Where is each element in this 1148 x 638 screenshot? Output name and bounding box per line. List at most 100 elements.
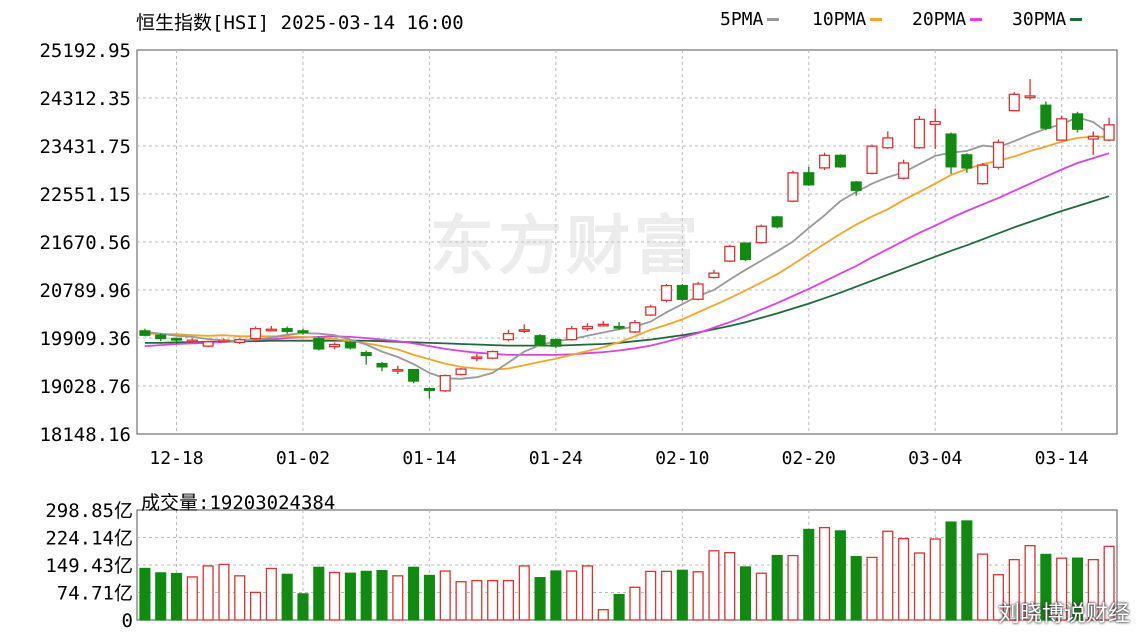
- legend-ma20-label: 20PMA: [912, 9, 967, 30]
- candle: [866, 144, 878, 175]
- ma30-line: [144, 195, 1110, 347]
- candle-body: [724, 245, 736, 262]
- volume-bar: [329, 571, 341, 621]
- x-tick-label: 02-20: [782, 448, 836, 469]
- candle-body: [708, 272, 720, 279]
- candle-body: [645, 306, 657, 316]
- candle: [819, 152, 831, 171]
- candle: [708, 269, 720, 279]
- x-tick-label: 01-02: [276, 448, 330, 469]
- volume-bar: [455, 581, 467, 621]
- candle-body: [1087, 135, 1099, 140]
- volume-bar: [850, 556, 862, 621]
- volume-bar: [265, 567, 277, 621]
- ma20-line: [144, 152, 1110, 356]
- candle-body: [534, 335, 546, 346]
- candle: [1087, 131, 1099, 155]
- volume-bar: [771, 554, 783, 621]
- volume-bar: [376, 570, 388, 621]
- candle: [724, 244, 736, 263]
- candle: [186, 338, 198, 343]
- volume-bar: [929, 538, 941, 621]
- candle: [1103, 117, 1115, 142]
- candle: [945, 132, 957, 174]
- candle: [376, 361, 388, 372]
- candle: [992, 139, 1005, 170]
- candle: [265, 325, 277, 332]
- candle-body: [1024, 95, 1036, 99]
- volume-bar: [1008, 558, 1020, 621]
- volume-bar: [724, 551, 736, 621]
- candle: [518, 324, 530, 334]
- candle-body: [392, 368, 404, 372]
- candle-body: [581, 325, 594, 330]
- candle-body: [739, 242, 752, 261]
- volume-bar: [1056, 557, 1068, 621]
- candle-body: [882, 137, 894, 149]
- volume-bar: [581, 565, 594, 621]
- legend-ma30: 30PMA: [1012, 9, 1083, 30]
- volume-bar: [281, 573, 293, 621]
- candle: [313, 336, 325, 351]
- y-tick-label: 18148.16: [39, 424, 131, 446]
- volume-bar: [913, 552, 925, 621]
- candle-body: [376, 362, 388, 368]
- volume-tick-label: 0: [122, 610, 133, 632]
- volume-bar: [898, 538, 910, 621]
- candle-body: [1040, 104, 1052, 129]
- volume-tick-label: 149.43亿: [45, 555, 133, 577]
- ma10-line: [144, 135, 1110, 371]
- legend-ma5-swatch: [767, 18, 780, 21]
- corner-watermark: 刘晓博说财经: [997, 602, 1130, 627]
- volume-bar: [992, 574, 1005, 621]
- candle: [566, 325, 578, 341]
- volume-bar: [313, 566, 325, 621]
- volume-bar: [977, 553, 989, 621]
- legend-ma30-label: 30PMA: [1012, 9, 1067, 30]
- candle: [755, 224, 767, 244]
- candle: [329, 342, 341, 350]
- candle-body: [281, 328, 293, 333]
- candle-body: [1056, 118, 1068, 141]
- volume-bar: [139, 567, 151, 621]
- candle: [692, 281, 704, 301]
- candle-body: [1008, 93, 1020, 112]
- volume-bar: [155, 572, 167, 621]
- volume-bar: [787, 554, 799, 621]
- candle: [455, 367, 467, 376]
- legend-ma10: 10PMA: [812, 9, 883, 30]
- candle: [803, 166, 815, 186]
- candle: [913, 116, 925, 149]
- volume-bar: [186, 576, 198, 621]
- y-tick-label: 22551.15: [39, 184, 131, 206]
- candle: [281, 326, 293, 334]
- candle-body: [660, 284, 673, 302]
- candle: [408, 368, 420, 384]
- volume-bar: [597, 609, 609, 621]
- volume-tick-label: 74.71亿: [57, 583, 133, 605]
- candle-body: [1071, 113, 1084, 130]
- legend-ma20: 20PMA: [912, 9, 983, 30]
- x-tick-label: 03-04: [908, 448, 962, 469]
- volume-bar: [834, 530, 846, 621]
- candle-body: [170, 337, 183, 341]
- volume-bar: [1040, 553, 1052, 621]
- x-tick-label: 12-18: [149, 448, 203, 469]
- volume-bar: [629, 586, 641, 621]
- candle: [629, 319, 641, 334]
- volume-bar: [803, 528, 815, 621]
- candle: [392, 365, 404, 374]
- candle-body: [929, 120, 941, 125]
- candle-body: [550, 338, 562, 347]
- x-tick-label: 01-24: [529, 448, 583, 469]
- candle: [771, 215, 783, 229]
- candle: [660, 284, 673, 303]
- candle-body: [676, 284, 688, 300]
- candle: [423, 387, 435, 399]
- volume-bar: [202, 565, 214, 621]
- volume-bar: [961, 520, 973, 621]
- candle: [739, 242, 752, 262]
- candle: [502, 329, 515, 342]
- candle: [487, 350, 499, 360]
- legend-ma5-label: 5PMA: [720, 9, 764, 30]
